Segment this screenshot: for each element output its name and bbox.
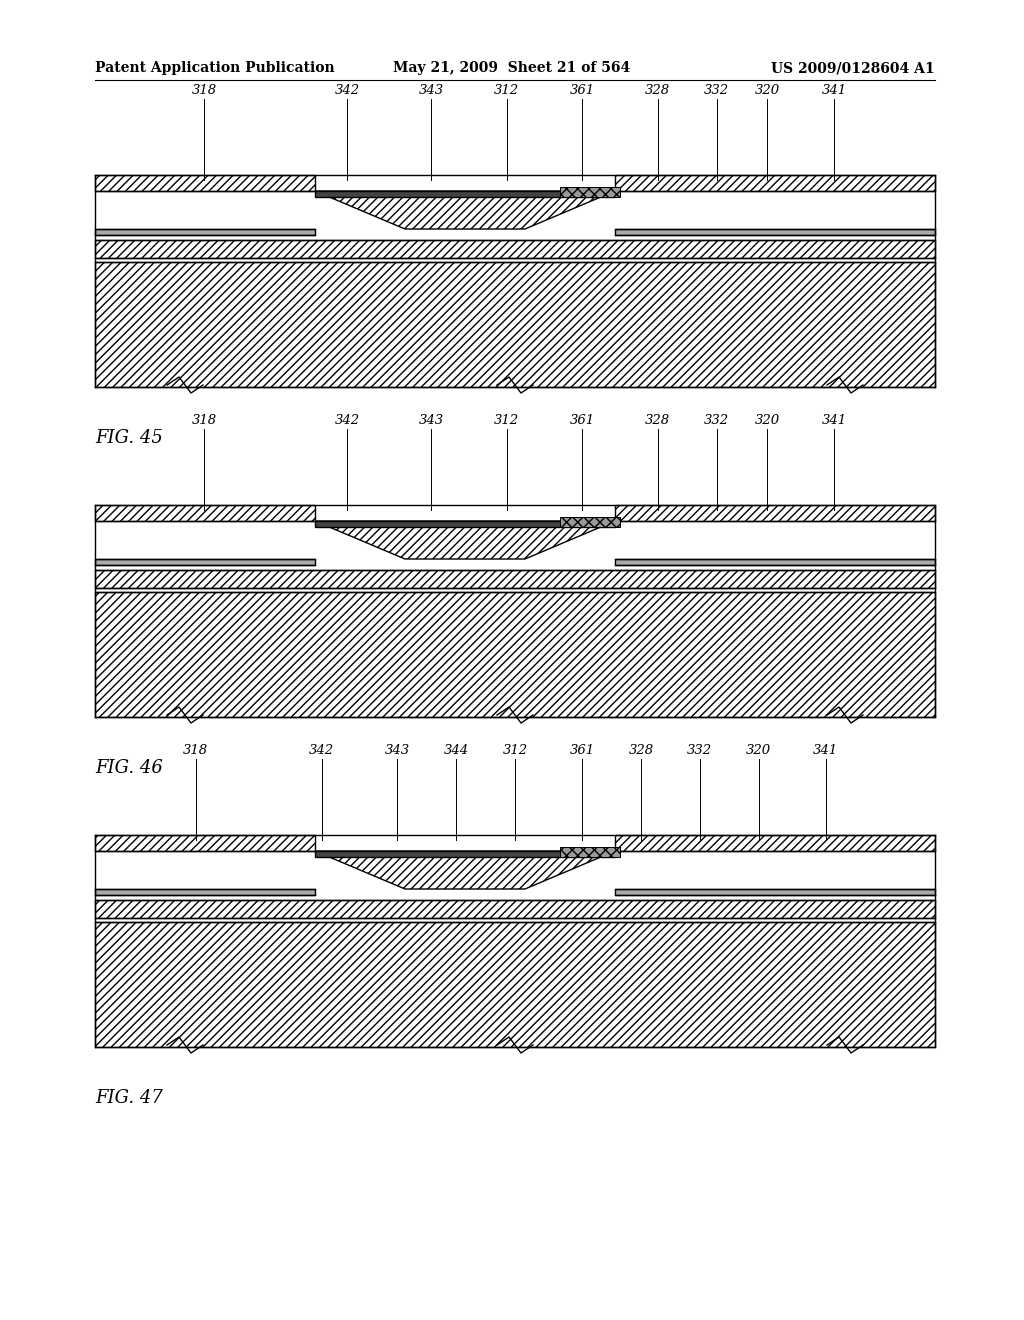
Polygon shape — [315, 191, 615, 228]
Polygon shape — [95, 921, 935, 1047]
Text: 332: 332 — [687, 744, 713, 756]
Polygon shape — [315, 851, 615, 888]
Text: 341: 341 — [821, 84, 847, 96]
Polygon shape — [95, 591, 935, 717]
Polygon shape — [615, 506, 935, 521]
Text: 343: 343 — [419, 84, 443, 96]
Text: 361: 361 — [569, 84, 595, 96]
Text: 328: 328 — [629, 744, 653, 756]
Text: FIG. 46: FIG. 46 — [95, 759, 163, 777]
Text: 342: 342 — [335, 84, 359, 96]
Text: FIG. 45: FIG. 45 — [95, 429, 163, 447]
Text: 342: 342 — [335, 414, 359, 426]
Text: 341: 341 — [813, 744, 839, 756]
Text: 312: 312 — [494, 84, 519, 96]
Text: 312: 312 — [503, 744, 527, 756]
Polygon shape — [315, 191, 615, 197]
Polygon shape — [95, 261, 935, 387]
Polygon shape — [560, 517, 620, 527]
Polygon shape — [95, 836, 315, 851]
Text: FIG. 47: FIG. 47 — [95, 1089, 163, 1107]
Text: 318: 318 — [191, 84, 217, 96]
Text: 361: 361 — [569, 414, 595, 426]
Polygon shape — [95, 570, 935, 587]
Polygon shape — [95, 900, 935, 917]
Text: 318: 318 — [191, 414, 217, 426]
Text: 312: 312 — [494, 414, 519, 426]
Polygon shape — [615, 176, 935, 191]
Polygon shape — [615, 836, 935, 851]
Polygon shape — [95, 176, 315, 191]
Text: 343: 343 — [419, 414, 443, 426]
Polygon shape — [95, 558, 315, 565]
Text: 332: 332 — [705, 414, 729, 426]
Polygon shape — [615, 888, 935, 895]
Text: 320: 320 — [755, 414, 779, 426]
Polygon shape — [615, 228, 935, 235]
Text: 328: 328 — [645, 414, 671, 426]
Text: 328: 328 — [645, 84, 671, 96]
Text: 343: 343 — [385, 744, 410, 756]
Polygon shape — [95, 888, 315, 895]
Text: Patent Application Publication: Patent Application Publication — [95, 61, 335, 75]
Polygon shape — [95, 240, 935, 257]
Polygon shape — [560, 847, 620, 857]
Text: May 21, 2009  Sheet 21 of 564: May 21, 2009 Sheet 21 of 564 — [393, 61, 631, 75]
Text: 332: 332 — [705, 84, 729, 96]
Text: 342: 342 — [309, 744, 335, 756]
Polygon shape — [560, 187, 620, 197]
Text: 318: 318 — [183, 744, 208, 756]
Text: 344: 344 — [443, 744, 469, 756]
Polygon shape — [315, 851, 615, 857]
Polygon shape — [315, 521, 615, 558]
Text: 361: 361 — [569, 744, 595, 756]
Polygon shape — [315, 521, 615, 527]
Text: 320: 320 — [746, 744, 771, 756]
Text: 341: 341 — [821, 414, 847, 426]
Polygon shape — [615, 558, 935, 565]
Polygon shape — [95, 506, 315, 521]
Text: 320: 320 — [755, 84, 779, 96]
Polygon shape — [95, 228, 315, 235]
Text: US 2009/0128604 A1: US 2009/0128604 A1 — [771, 61, 935, 75]
